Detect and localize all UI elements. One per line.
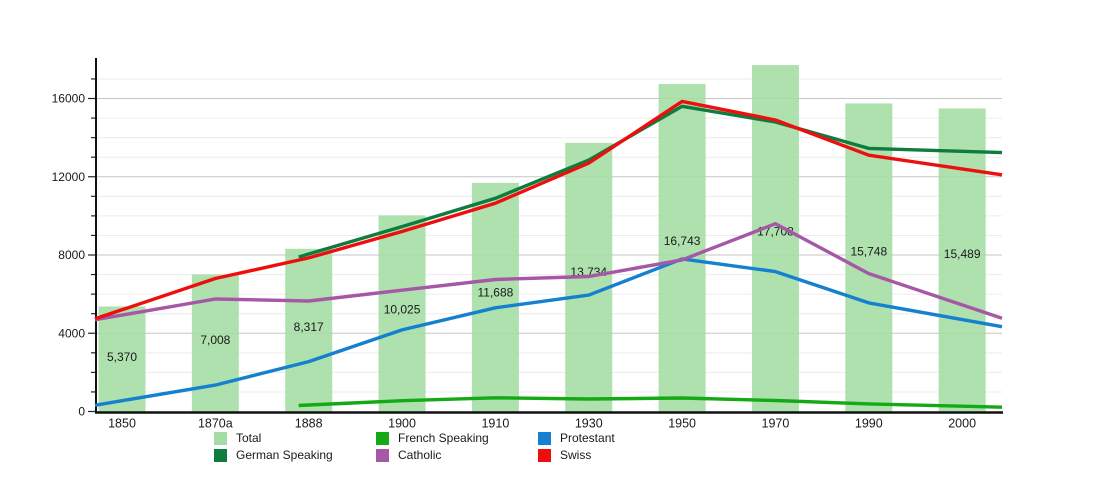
legend-item-swiss: Swiss	[538, 448, 700, 462]
x-tick-label: 1910	[481, 417, 509, 431]
legend-swatch	[214, 448, 227, 462]
bar-value-label: 5,370	[107, 350, 137, 364]
bar-value-label: 15,748	[850, 244, 887, 258]
y-tick-label: 8000	[58, 248, 85, 262]
legend-label: Swiss	[560, 448, 592, 462]
legend-label: French Speaking	[398, 431, 489, 445]
legend-swatch	[376, 448, 389, 462]
legend-item-german-speaking: German Speaking	[214, 448, 376, 462]
legend-item-total: Total	[214, 431, 376, 445]
legend-swatch	[538, 448, 551, 462]
y-tick-label: 16000	[52, 92, 86, 106]
legend-label: German Speaking	[236, 448, 333, 462]
x-tick-label: 1970	[762, 417, 790, 431]
chart-legend: Total German Speaking French Speaking Catho…	[214, 431, 700, 462]
y-axis: 0 4000 8000 12000 16000	[52, 78, 96, 419]
legend-label: Catholic	[398, 448, 442, 462]
legend-item-protestant: Protestant	[538, 431, 700, 445]
legend-swatch	[538, 431, 551, 445]
legend-column: Total German Speaking	[214, 431, 376, 462]
series-line-protestant	[94, 257, 1003, 407]
bar-value-label: 10,025	[384, 303, 421, 317]
bar-value-label: 15,489	[944, 247, 981, 261]
legend-item-french-speaking: French Speaking	[376, 431, 538, 445]
total-bar	[378, 215, 426, 412]
x-tick-label: 1990	[855, 417, 883, 431]
total-bar	[471, 182, 519, 412]
total-bar	[98, 306, 146, 412]
x-tick-label: 1850	[108, 417, 136, 431]
legend-swatch	[376, 431, 389, 445]
total-bar	[285, 248, 333, 412]
y-tick-label: 0	[78, 405, 85, 419]
legend-swatch	[214, 431, 227, 445]
legend-column: French Speaking Catholic	[376, 431, 538, 462]
series-line-swiss	[94, 99, 1003, 321]
total-bar	[938, 108, 986, 412]
x-tick-label: 2000	[948, 417, 976, 431]
total-bars: 5,3707,0088,31710,02511,68813,73416,7431…	[98, 65, 986, 412]
y-tick-label: 4000	[58, 326, 85, 340]
x-tick-label: 1870a	[198, 417, 233, 431]
legend-label: Protestant	[560, 431, 615, 445]
x-tick-label: 1930	[575, 417, 603, 431]
bar-value-label: 7,008	[200, 333, 230, 347]
x-tick-label: 1888	[295, 417, 323, 431]
x-tick-label: 1900	[388, 417, 416, 431]
total-bar	[658, 83, 706, 412]
legend-label: Total	[236, 431, 262, 445]
x-tick-label: 1950	[668, 417, 696, 431]
bar-value-label: 16,743	[664, 234, 701, 248]
legend-item-catholic: Catholic	[376, 448, 538, 462]
bar-value-label: 11,688	[477, 286, 513, 300]
y-tick-label: 12000	[52, 170, 86, 184]
x-axis-labels: 1850 1870a 1888 1900 1910 1930 1950 1970 1990 200…	[108, 417, 976, 431]
series-line-french-speaking	[298, 396, 1003, 409]
legend-column: Protestant Swiss	[538, 431, 700, 462]
series-line-catholic	[94, 221, 1003, 322]
bar-value-label: 8,317	[294, 320, 324, 334]
